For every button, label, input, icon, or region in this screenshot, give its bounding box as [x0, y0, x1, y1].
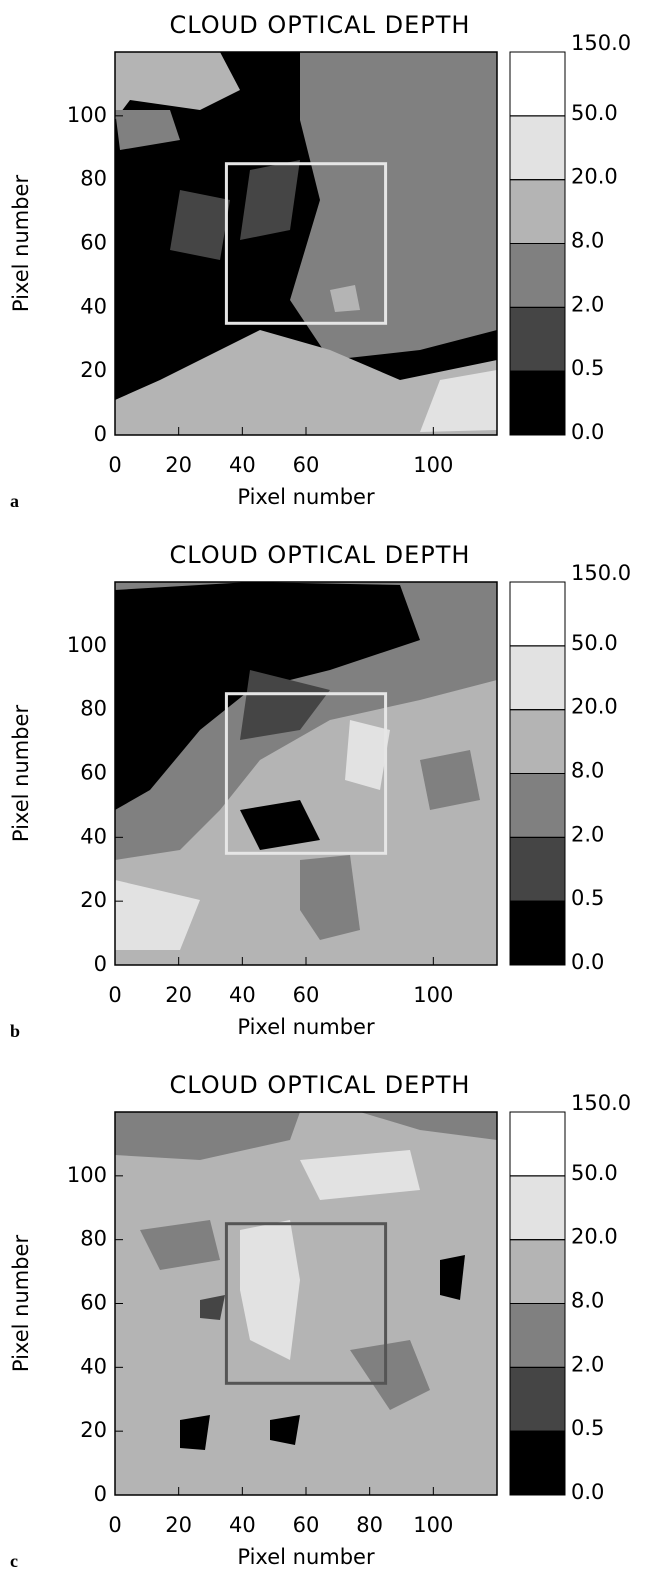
y-tick-label: 80 [80, 1227, 107, 1251]
y-axis-label: Pixel number [9, 1235, 33, 1373]
y-tick-label: 60 [80, 231, 107, 255]
colorbar-label: 0.0 [571, 950, 604, 974]
chart-title: CLOUD OPTICAL DEPTH [170, 541, 471, 569]
x-tick-label: 20 [165, 453, 192, 477]
region-box [224, 1222, 388, 1385]
y-tick-label: 60 [80, 761, 107, 785]
panel: CLOUD OPTICAL DEPTH 0 20 40 60 80 100 0 20 40 60 80… [9, 1071, 631, 1571]
x-axis-label: Pixel number [237, 1545, 375, 1569]
x-tick-label: 0 [108, 983, 121, 1007]
y-tick-label: 40 [80, 824, 107, 848]
colorbar-label: 8.0 [571, 759, 604, 783]
x-tick-label: 80 [356, 1513, 383, 1537]
colorbar-segment [509, 243, 566, 308]
x-tick-label: 40 [229, 983, 256, 1007]
image-texture [115, 52, 497, 435]
y-tick-label: 20 [80, 358, 107, 382]
colorbar-segment [509, 900, 566, 966]
colorbar-segment [509, 773, 566, 838]
region-box [224, 162, 388, 325]
colorbar-segment [509, 836, 566, 902]
colorbar-label: 20.0 [571, 695, 618, 719]
x-tick-label: 40 [229, 1513, 256, 1537]
y-axis-label: Pixel number [9, 705, 33, 843]
colorbar-segment [509, 51, 566, 117]
x-tick-label: 0 [108, 453, 121, 477]
region-box [224, 692, 388, 855]
colorbar-label: 0.0 [571, 420, 604, 444]
y-tick-label: 100 [67, 103, 107, 127]
x-tick-label: 100 [413, 1513, 453, 1537]
panel: CLOUD OPTICAL DEPTH 0 20 40 60 100 0 20 40 60 80 10… [9, 11, 631, 511]
x-axis-label: Pixel number [237, 485, 375, 509]
x-tick-label: 20 [165, 983, 192, 1007]
colorbar-segment [509, 581, 566, 647]
colorbar-label: 50.0 [571, 631, 618, 655]
colorbar-label: 2.0 [571, 292, 604, 316]
colorbar-segment [509, 370, 566, 436]
y-tick-label: 0 [94, 1482, 107, 1506]
y-tick-label: 20 [80, 1418, 107, 1442]
colorbar-label: 2.0 [571, 1352, 604, 1376]
chart-title: CLOUD OPTICAL DEPTH [170, 1071, 471, 1099]
colorbar-label: 8.0 [571, 229, 604, 253]
x-tick-label: 60 [293, 983, 320, 1007]
x-tick-label: 20 [165, 1513, 192, 1537]
y-tick-label: 100 [67, 633, 107, 657]
colorbar-segment [509, 1430, 566, 1496]
chart-title: CLOUD OPTICAL DEPTH [170, 11, 471, 39]
x-tick-label: 60 [293, 1513, 320, 1537]
y-tick-label: 40 [80, 294, 107, 318]
x-tick-label: 40 [229, 453, 256, 477]
x-tick-label: 0 [108, 1513, 121, 1537]
colorbar-segment [509, 645, 566, 711]
panel-letter: c [10, 1551, 18, 1571]
y-tick-label: 0 [94, 422, 107, 446]
x-tick-label: 100 [413, 983, 453, 1007]
y-axis-label: Pixel number [9, 175, 33, 313]
colorbar-segment [509, 1303, 566, 1368]
colorbar-label: 50.0 [571, 1161, 618, 1185]
colorbar-label: 0.5 [571, 886, 604, 910]
y-tick-label: 100 [67, 1163, 107, 1187]
colorbar-segment [509, 1366, 566, 1432]
x-axis-label: Pixel number [237, 1015, 375, 1039]
colorbar-label: 50.0 [571, 101, 618, 125]
colorbar-label: 0.5 [571, 356, 604, 380]
x-tick-label: 60 [293, 453, 320, 477]
colorbar-label: 20.0 [571, 165, 618, 189]
colorbar-label: 150.0 [571, 561, 631, 585]
panel-letter: b [10, 1021, 20, 1041]
colorbar-label: 0.5 [571, 1416, 604, 1440]
y-tick-label: 20 [80, 888, 107, 912]
colorbar-segment [509, 1175, 566, 1241]
image-texture [115, 582, 497, 965]
colorbar-segment [509, 1111, 566, 1177]
y-tick-label: 60 [80, 1291, 107, 1315]
image-texture [115, 1112, 497, 1495]
colorbar-label: 0.0 [571, 1480, 604, 1504]
colorbar-label: 150.0 [571, 31, 631, 55]
colorbar-segment [509, 115, 566, 181]
colorbar-label: 20.0 [571, 1225, 618, 1249]
colorbar-segment [509, 709, 566, 775]
colorbar-segment [509, 306, 566, 372]
colorbar-label: 150.0 [571, 1091, 631, 1115]
y-tick-label: 40 [80, 1354, 107, 1378]
colorbar-label: 2.0 [571, 822, 604, 846]
colorbar-segment [509, 179, 566, 245]
colorbar-label: 8.0 [571, 1289, 604, 1313]
panel: CLOUD OPTICAL DEPTH 0 20 40 60 100 0 20 40 60 80 10… [9, 541, 631, 1041]
y-tick-label: 80 [80, 167, 107, 191]
panel-letter: a [10, 491, 19, 511]
colorbar-segment [509, 1239, 566, 1305]
y-tick-label: 80 [80, 697, 107, 721]
y-tick-label: 0 [94, 952, 107, 976]
x-tick-label: 100 [413, 453, 453, 477]
